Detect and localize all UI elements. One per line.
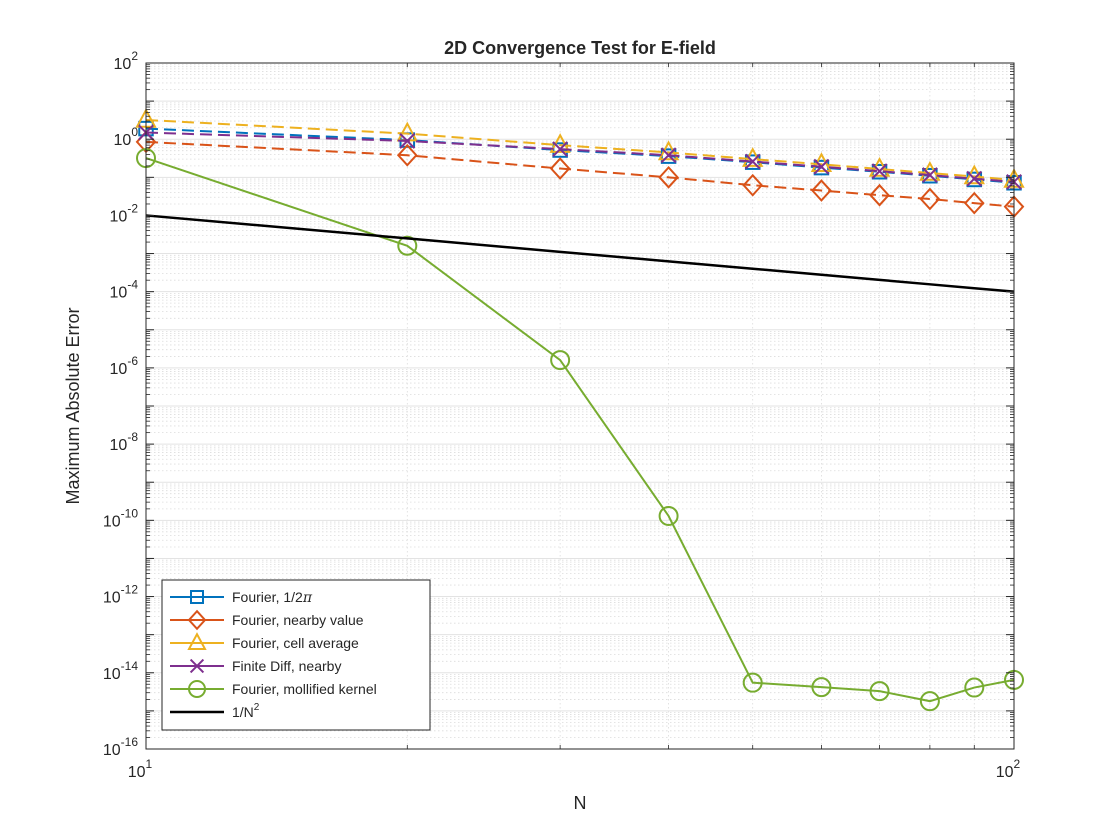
x-marker	[660, 147, 677, 164]
x-marker	[399, 133, 416, 149]
circle-marker	[188, 680, 206, 698]
x-marker	[871, 163, 888, 180]
diamond-marker	[658, 165, 679, 189]
x-marker-stroke	[966, 170, 983, 187]
legend-label: Fourier, cell average	[232, 635, 359, 651]
legend-label: Fourier, 1/2π	[232, 589, 313, 606]
diamond-marker	[187, 609, 207, 631]
y-tick-label: 10-14	[103, 659, 138, 683]
x-marker	[813, 158, 830, 175]
triangle-marker	[187, 632, 207, 650]
x-axis-label: N	[574, 793, 587, 813]
series-1	[135, 130, 1025, 219]
y-tick-label: 100	[114, 125, 139, 149]
legend-label: Fourier, nearby value	[232, 612, 364, 628]
legend-label: Fourier, mollified kernel	[232, 681, 377, 697]
x-marker	[744, 153, 761, 170]
legend-box	[161, 579, 431, 731]
y-tick-label: 10-2	[110, 201, 139, 225]
legend-entry: Fourier, cell average	[170, 632, 359, 651]
series-3	[138, 124, 1022, 190]
y-axis-label: Maximum Absolute Error	[63, 307, 83, 504]
diamond-marker	[811, 179, 832, 202]
circle-marker	[869, 681, 890, 702]
y-tick-label: 10-6	[110, 354, 139, 378]
legend-entry: Fourier, mollified kernel	[170, 680, 377, 698]
legend-label: 1/N2	[232, 702, 260, 720]
x-tick-label: 102	[996, 757, 1021, 781]
circle-marker	[964, 677, 985, 698]
diamond-marker	[742, 173, 764, 197]
diamond-marker	[919, 187, 941, 211]
x-marker	[921, 167, 938, 183]
y-tick-label: 10-10	[103, 506, 138, 530]
series-line	[145, 214, 1015, 293]
circle-marker	[919, 691, 940, 712]
x-marker-stroke	[813, 158, 830, 175]
y-tick-label: 10-12	[103, 583, 138, 607]
series-line	[145, 157, 1015, 703]
legend-label: Finite Diff, nearby	[232, 658, 341, 674]
circle-marker	[550, 350, 571, 371]
circle-marker	[742, 672, 763, 693]
series-line	[145, 131, 1015, 183]
x-marker-stroke	[552, 141, 569, 158]
legend-entry: Finite Diff, nearby	[170, 658, 341, 674]
x-marker-stroke	[921, 167, 938, 183]
x-marker-stroke	[660, 147, 677, 164]
legend-entry: 1/N2	[170, 702, 260, 720]
diamond-marker	[396, 143, 418, 167]
diamond-marker	[869, 183, 890, 207]
data-series	[135, 107, 1025, 712]
chart-title: 2D Convergence Test for E-field	[444, 38, 716, 58]
circle-marker	[658, 505, 679, 526]
diamond-marker	[549, 157, 571, 180]
series-5	[145, 214, 1015, 293]
y-tick-label: 10-8	[110, 430, 139, 454]
x-marker	[966, 170, 983, 187]
x-marker	[189, 658, 205, 674]
circle-marker	[811, 677, 832, 698]
square-marker	[190, 590, 204, 604]
x-tick-label: 101	[128, 757, 153, 781]
y-tick-label: 10-16	[103, 735, 138, 759]
circle-marker	[397, 235, 418, 256]
legend-entry: Fourier, 1/2π	[170, 589, 313, 606]
y-tick-label: 10-4	[110, 278, 139, 302]
x-marker-stroke	[744, 153, 761, 170]
legend-entry: Fourier, nearby value	[170, 609, 364, 631]
axis-ticks: 102 100 10-2 10-4 10-6 10-8 10-10 10-12 10-14 10-…	[103, 49, 1021, 781]
legend: Fourier, 1/2π Fourier, nearby value Fourie…	[161, 579, 431, 731]
y-tick-label: 102	[114, 49, 139, 73]
diamond-marker	[963, 191, 985, 215]
x-marker-stroke	[399, 133, 416, 149]
x-marker	[552, 141, 569, 158]
x-marker-stroke	[189, 658, 205, 674]
x-marker-stroke	[871, 163, 888, 180]
